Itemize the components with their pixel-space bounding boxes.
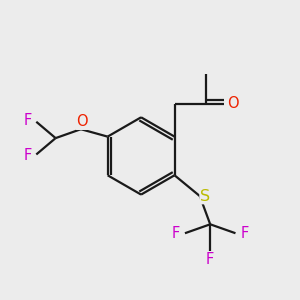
Text: F: F <box>23 113 32 128</box>
Text: F: F <box>241 226 249 241</box>
Text: F: F <box>171 226 180 241</box>
Text: O: O <box>76 114 88 129</box>
Text: F: F <box>23 148 32 164</box>
Text: F: F <box>206 252 214 267</box>
Text: S: S <box>200 189 210 204</box>
Text: O: O <box>227 96 238 111</box>
